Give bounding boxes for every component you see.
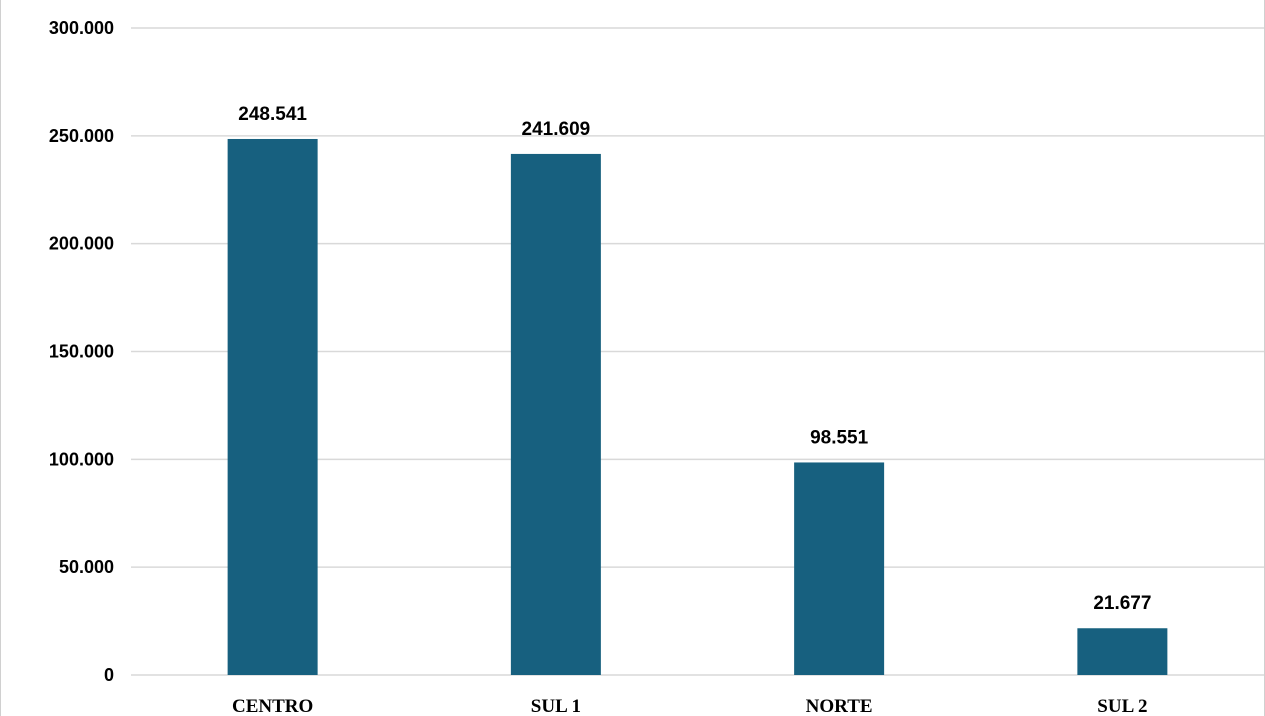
bar (227, 138, 318, 675)
data-label: 98.551 (810, 427, 869, 448)
y-tick-label: 50.000 (59, 557, 114, 577)
y-tick-label: 0 (104, 665, 114, 685)
data-label: 241.609 (522, 119, 591, 140)
x-tick-label: CENTRO (232, 696, 313, 716)
y-tick-label: 250.000 (49, 126, 114, 146)
bar (1077, 628, 1168, 675)
data-label: 21.677 (1093, 593, 1151, 614)
y-axis-tick-labels: 0 50.000 100.000 150.000 200.000 250.000 300.0… (49, 18, 114, 685)
gridlines (131, 27, 1264, 676)
y-tick-label: 300.000 (49, 18, 114, 38)
y-tick-label: 150.000 (49, 342, 114, 362)
bar (794, 462, 885, 675)
bar (510, 153, 601, 675)
x-tick-label: NORTE (806, 696, 873, 716)
x-tick-label: SUL 2 (1097, 696, 1147, 716)
bars (227, 138, 1168, 675)
y-tick-label: 200.000 (49, 234, 114, 254)
y-tick-label: 100.000 (49, 449, 114, 469)
data-labels: 248.541 241.609 98.551 21.677 (238, 104, 1151, 614)
x-tick-label: SUL 1 (531, 696, 581, 716)
x-axis-tick-labels: CENTRO SUL 1 NORTE SUL 2 (232, 696, 1147, 716)
data-label: 248.541 (238, 104, 307, 125)
